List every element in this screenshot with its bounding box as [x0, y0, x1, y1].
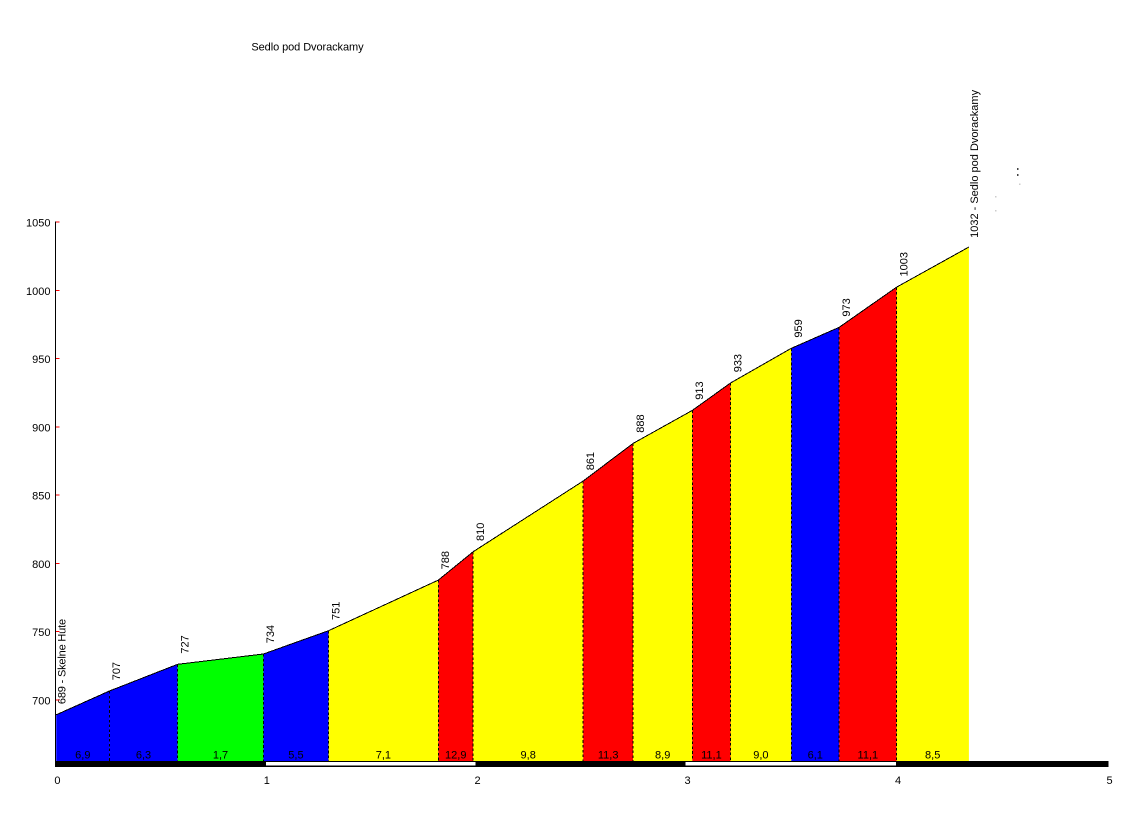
- svg-text:1,7: 1,7: [213, 749, 228, 761]
- svg-text:0: 0: [54, 775, 60, 787]
- svg-text:2: 2: [474, 775, 480, 787]
- svg-text:12,9: 12,9: [445, 749, 466, 761]
- svg-text:900: 900: [32, 422, 50, 434]
- svg-text:11,1: 11,1: [701, 749, 722, 761]
- svg-text:1: 1: [264, 775, 270, 787]
- svg-text:727: 727: [179, 635, 191, 653]
- svg-text:9,8: 9,8: [521, 749, 536, 761]
- svg-text:1050: 1050: [26, 218, 50, 230]
- svg-text:700: 700: [32, 696, 50, 708]
- svg-text:6,3: 6,3: [136, 749, 151, 761]
- svg-text:6,9: 6,9: [75, 749, 90, 761]
- svg-text:11,1: 11,1: [858, 749, 879, 761]
- svg-text:3: 3: [684, 775, 690, 787]
- svg-text:707: 707: [111, 662, 123, 680]
- svg-text:913: 913: [694, 381, 706, 399]
- svg-text:9,0: 9,0: [753, 749, 768, 761]
- svg-text:950: 950: [32, 354, 50, 366]
- svg-text:850: 850: [32, 491, 50, 503]
- svg-text:933: 933: [732, 354, 744, 372]
- svg-text:6,1: 6,1: [808, 749, 823, 761]
- svg-text:800: 800: [32, 559, 50, 571]
- svg-text:5: 5: [1106, 775, 1112, 787]
- svg-text:750: 750: [32, 627, 50, 639]
- svg-text:11,3: 11,3: [598, 749, 619, 761]
- svg-text:5,5: 5,5: [288, 749, 303, 761]
- svg-text:4: 4: [895, 775, 901, 787]
- svg-text:Sedlo pod Dvorackamy: Sedlo pod Dvorackamy: [251, 42, 364, 54]
- svg-text:1032 - Sedlo pod Dvorackamy: 1032 - Sedlo pod Dvorackamy: [969, 89, 981, 237]
- svg-text:734: 734: [265, 625, 277, 643]
- svg-text:689 - Skelne Hute: 689 - Skelne Hute: [57, 619, 69, 704]
- svg-text:751: 751: [330, 602, 342, 620]
- svg-text:888: 888: [635, 414, 647, 432]
- svg-text:8,5: 8,5: [925, 749, 940, 761]
- svg-text:1000: 1000: [26, 286, 50, 298]
- svg-text:973: 973: [841, 298, 853, 316]
- svg-text:959: 959: [793, 319, 805, 337]
- svg-text:7,1: 7,1: [376, 749, 391, 761]
- svg-text:1003: 1003: [898, 252, 910, 276]
- svg-text:8,9: 8,9: [655, 749, 670, 761]
- svg-text:861: 861: [585, 452, 597, 470]
- svg-text:810: 810: [475, 523, 487, 541]
- svg-text:788: 788: [440, 551, 452, 569]
